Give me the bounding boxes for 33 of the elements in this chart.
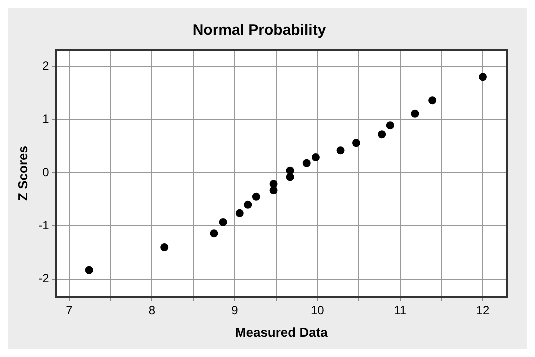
- point: [479, 73, 488, 82]
- x-tick-label: 12: [476, 304, 490, 318]
- point: [85, 266, 94, 274]
- y-axis-title: Z Scores: [15, 146, 30, 201]
- chart-title: Normal Probability: [192, 22, 327, 40]
- point: [270, 186, 278, 195]
- y-tick-label: -2: [38, 272, 50, 286]
- point: [336, 146, 345, 155]
- x-tick-label: 8: [148, 304, 156, 318]
- x-tick-label: 11: [394, 304, 407, 318]
- point: [411, 110, 420, 118]
- point: [236, 209, 244, 218]
- y-tick-label: 1: [42, 112, 50, 126]
- x-axis-title: Measured Data: [235, 324, 329, 340]
- y-tick-label: 0: [42, 165, 50, 180]
- point: [286, 173, 294, 182]
- point: [244, 200, 252, 209]
- y-tick-label: 2: [42, 58, 50, 73]
- point: [312, 154, 320, 162]
- point: [252, 192, 260, 201]
- point: [378, 130, 386, 139]
- point: [219, 218, 228, 226]
- x-tick-label: 10: [310, 304, 325, 318]
- point: [428, 96, 437, 105]
- x-tick-label: 9: [232, 304, 239, 318]
- point: [160, 243, 169, 252]
- point: [210, 230, 218, 238]
- x-tick-label: 7: [66, 304, 74, 318]
- y-tick-label: -1: [38, 218, 50, 233]
- point: [286, 166, 294, 175]
- point: [302, 159, 311, 168]
- point: [386, 122, 394, 130]
- point: [352, 139, 360, 148]
